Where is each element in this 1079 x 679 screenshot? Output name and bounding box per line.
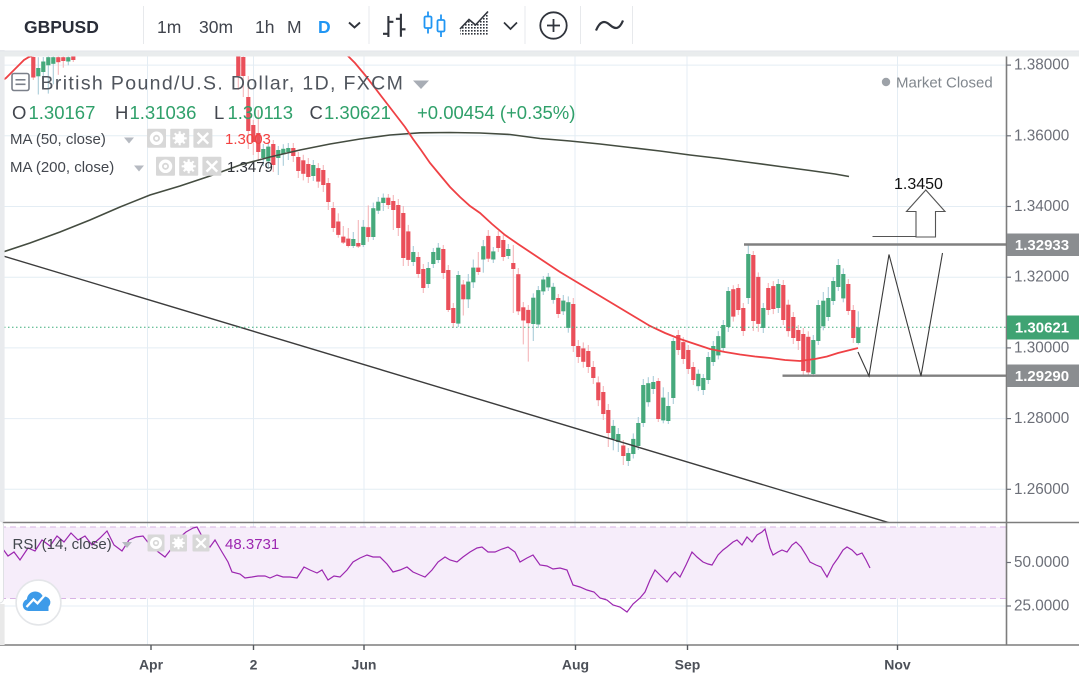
svg-text:Jun: Jun [352,657,377,673]
svg-text:1.30621: 1.30621 [1015,320,1069,337]
svg-text:L: L [214,102,224,123]
svg-text:1.30621: 1.30621 [324,102,391,123]
svg-text:MA (50, close): MA (50, close) [10,131,106,148]
svg-text:1.34000: 1.34000 [1014,198,1069,215]
svg-text:48.3731: 48.3731 [225,536,279,553]
svg-text:M: M [287,17,302,37]
svg-text:30m: 30m [199,17,233,37]
svg-text:1.30000: 1.30000 [1014,339,1069,356]
svg-text:1.32000: 1.32000 [1014,269,1069,286]
svg-text:D: D [318,17,331,37]
svg-text:1.38000: 1.38000 [1014,57,1069,74]
svg-text:H: H [115,102,128,123]
svg-text:Sep: Sep [675,657,701,673]
svg-text:2: 2 [250,657,258,673]
svg-text:1.30113: 1.30113 [228,102,294,123]
svg-text:1.28000: 1.28000 [1014,410,1069,427]
svg-text:Aug: Aug [562,657,589,673]
svg-text:25.0000: 25.0000 [1014,598,1069,615]
svg-text:1.3450: 1.3450 [894,176,943,193]
svg-text:50.0000: 50.0000 [1014,554,1069,571]
svg-text:Nov: Nov [884,657,911,673]
svg-text:RSI (14, close): RSI (14, close) [13,536,112,553]
svg-text:1.3479: 1.3479 [227,159,273,176]
svg-text:1.26000: 1.26000 [1014,481,1069,498]
svg-text:1.3003: 1.3003 [225,131,271,148]
svg-text:Apr: Apr [139,657,164,673]
svg-text:British Pound/U.S. Dollar, 1D,: British Pound/U.S. Dollar, 1D, FXCM [41,73,405,95]
svg-text:1.30167: 1.30167 [29,102,96,123]
svg-text:MA (200, close): MA (200, close) [10,159,114,176]
svg-text:1.31036: 1.31036 [130,102,197,123]
svg-text:Market Closed: Market Closed [896,75,993,92]
svg-text:1.29290: 1.29290 [1015,368,1069,385]
svg-text:O: O [12,102,26,123]
svg-text:1.32933: 1.32933 [1015,237,1069,254]
svg-text:1m: 1m [157,17,181,37]
svg-text:C: C [310,102,323,123]
svg-text:+0.00454 (+0.35%): +0.00454 (+0.35%) [417,102,575,123]
svg-text:1.36000: 1.36000 [1014,127,1069,144]
svg-text:GBPUSD: GBPUSD [24,17,99,37]
svg-text:1h: 1h [255,17,274,37]
